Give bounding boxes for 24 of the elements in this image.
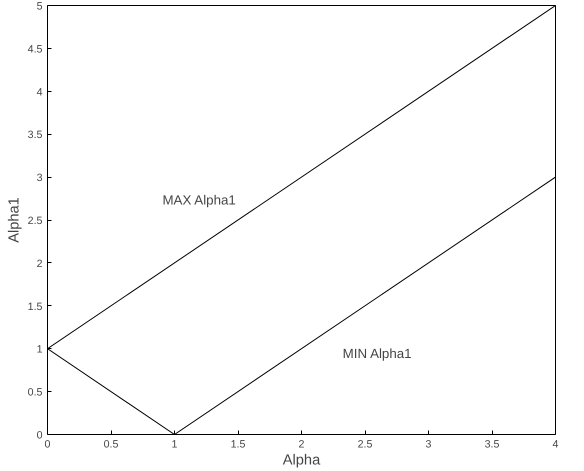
y-tick-label: 0.5 bbox=[28, 386, 43, 399]
y-tick-label: 3.5 bbox=[28, 129, 43, 142]
y-tick-label: 2.5 bbox=[28, 215, 43, 227]
y-tick-label: 1 bbox=[36, 344, 43, 356]
y-tick-label: 2 bbox=[36, 258, 43, 270]
x-tick-label: 1 bbox=[172, 438, 178, 450]
x-tick-label: 2.5 bbox=[358, 438, 372, 450]
y-tick-label: 4.5 bbox=[28, 43, 43, 56]
x-tick-label: 0 bbox=[44, 438, 51, 450]
x-tick-label: 3.5 bbox=[484, 438, 500, 450]
series-label: MIN Alpha1 bbox=[342, 346, 412, 362]
y-tick-label: 4 bbox=[36, 86, 43, 98]
x-tick-label: 2 bbox=[298, 438, 305, 450]
x-axis-title: Alpha bbox=[282, 452, 322, 468]
y-tick-label: 1.5 bbox=[28, 300, 43, 313]
y-tick-label: 0 bbox=[36, 430, 43, 442]
y-tick-label: 3 bbox=[36, 172, 43, 184]
x-tick-label: 0.5 bbox=[104, 438, 118, 450]
x-tick-label: 3 bbox=[426, 438, 432, 450]
y-tick-label: 5 bbox=[36, 0, 43, 12]
y-axis-title: Alpha1 bbox=[6, 197, 23, 243]
x-tick-label: 4 bbox=[552, 438, 559, 450]
x-tick-label: 1.5 bbox=[230, 438, 246, 450]
series-label: MAX Alpha1 bbox=[162, 192, 236, 208]
